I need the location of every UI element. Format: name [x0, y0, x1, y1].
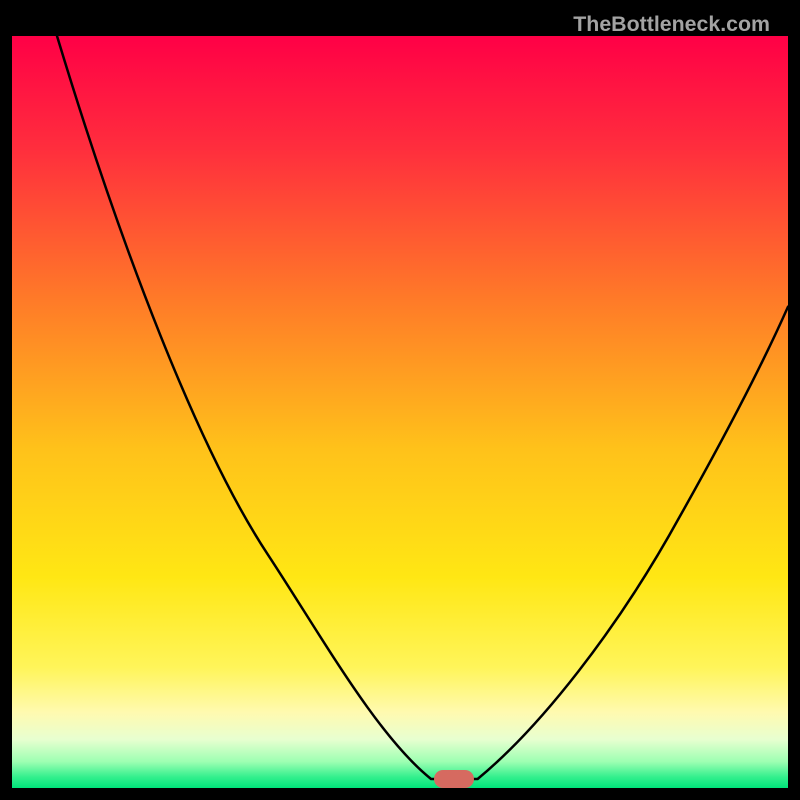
optimum-marker — [434, 770, 474, 788]
chart-frame: TheBottleneck.com — [12, 12, 788, 788]
plot-area — [12, 36, 788, 788]
watermark-text: TheBottleneck.com — [573, 12, 770, 37]
bottleneck-curve — [12, 36, 788, 788]
